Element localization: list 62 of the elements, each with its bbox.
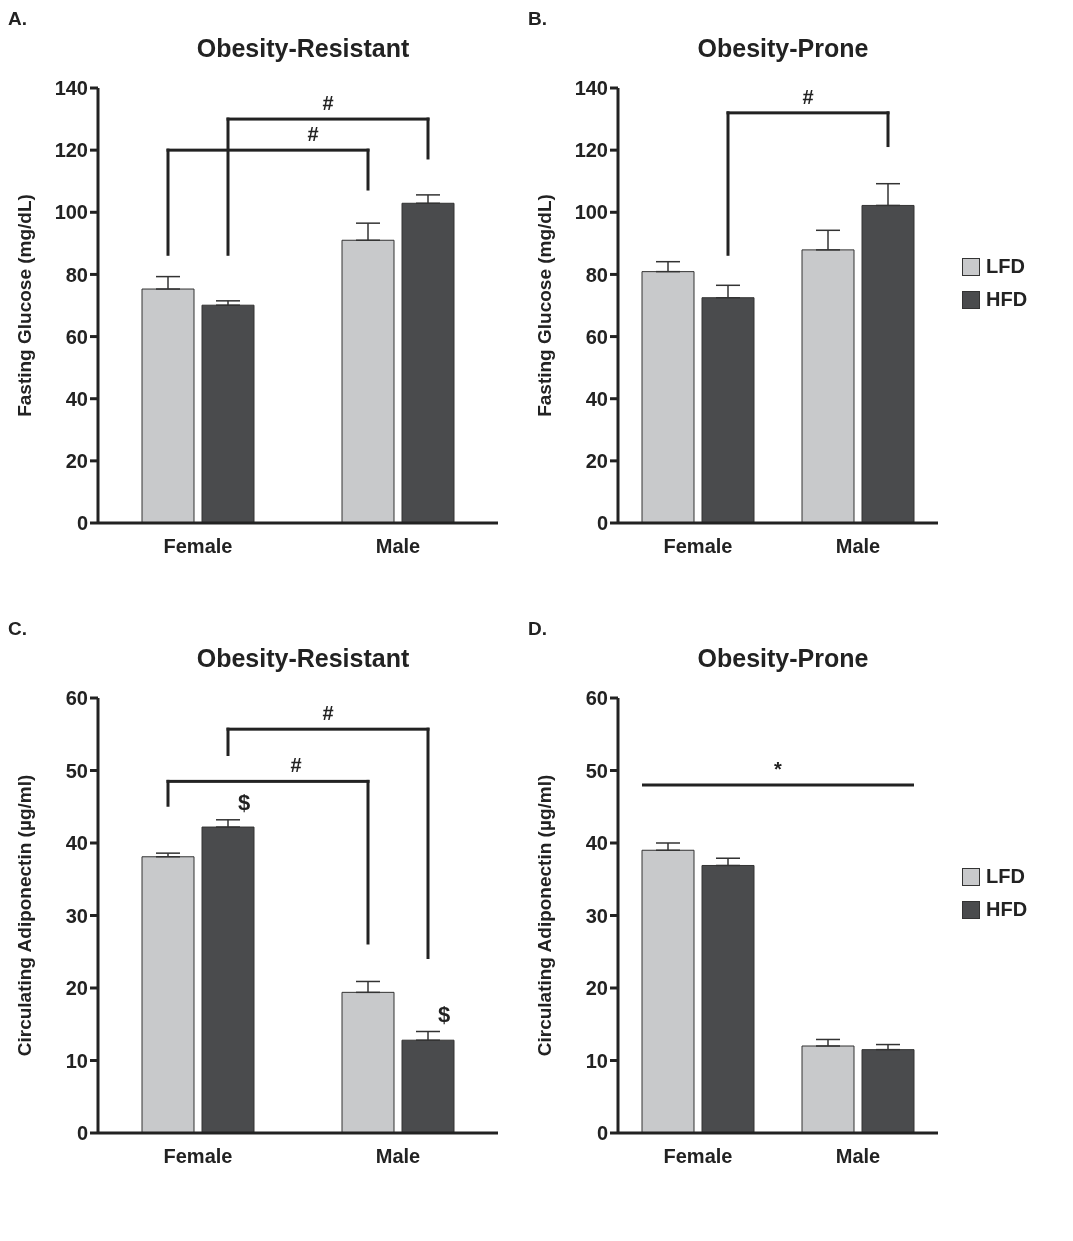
y-tick-label: 10 — [65, 1049, 88, 1072]
chart-title: Obesity-Resistant — [195, 34, 411, 64]
chart-title: Obesity-Prone — [696, 644, 870, 674]
y-tick-label: 40 — [65, 832, 88, 855]
chart-title: Obesity-Prone — [696, 34, 870, 64]
y-tick-label: 50 — [585, 759, 608, 782]
y-tick-label: 30 — [585, 904, 608, 927]
y-tick-label: 100 — [574, 201, 608, 224]
annotation: # — [322, 702, 334, 725]
annotation: # — [322, 92, 334, 115]
annotation: $ — [437, 1001, 451, 1027]
y-tick-label: 0 — [76, 512, 88, 535]
x-tick-label: Female — [163, 535, 233, 558]
y-axis-title: Circulating Adiponectin (µg/ml) — [13, 774, 35, 1057]
y-tick-label: 50 — [65, 759, 88, 782]
x-tick-label: Male — [375, 535, 421, 558]
text: A. — [8, 8, 28, 31]
text: B. — [528, 8, 548, 31]
x-tick-label: Female — [663, 1145, 733, 1168]
text: C. — [8, 618, 28, 641]
y-tick-label: 20 — [585, 977, 608, 1000]
annotation: # — [802, 85, 814, 108]
annotation: $ — [237, 789, 251, 815]
y-tick-label: 60 — [585, 687, 608, 710]
legend-label: HFD — [986, 898, 1028, 921]
y-axis-title: Fasting Glucose (mg/dL) — [13, 194, 35, 417]
y-tick-label: 100 — [54, 201, 88, 224]
y-tick-label: 140 — [574, 77, 608, 100]
y-tick-label: 20 — [65, 977, 88, 1000]
y-tick-label: 20 — [585, 449, 608, 472]
y-tick-label: 40 — [585, 832, 608, 855]
text: D. — [528, 618, 548, 641]
y-tick-label: 40 — [585, 387, 608, 410]
annotation: * — [774, 758, 783, 780]
legend-label: LFD — [986, 865, 1025, 888]
y-axis-title: Circulating Adiponectin (µg/ml) — [533, 774, 555, 1057]
legend-label: LFD — [986, 255, 1025, 278]
annotation: # — [290, 754, 302, 777]
chart-title: Obesity-Resistant — [195, 644, 411, 674]
y-tick-label: 80 — [585, 263, 608, 286]
y-tick-label: 60 — [585, 325, 608, 348]
y-tick-label: 10 — [585, 1049, 608, 1072]
y-tick-label: 20 — [65, 449, 88, 472]
y-tick-label: 0 — [596, 1122, 608, 1145]
annotation: # — [307, 123, 319, 146]
y-tick-label: 30 — [65, 904, 88, 927]
x-tick-label: Female — [163, 1145, 233, 1168]
x-tick-label: Male — [375, 1145, 421, 1168]
y-tick-label: 0 — [596, 512, 608, 535]
y-tick-label: 80 — [65, 263, 88, 286]
x-tick-label: Male — [835, 535, 881, 558]
x-tick-label: Male — [835, 1145, 881, 1168]
x-tick-label: Female — [663, 535, 733, 558]
y-axis-title: Fasting Glucose (mg/dL) — [533, 194, 555, 417]
legend-label: HFD — [986, 288, 1028, 311]
y-tick-label: 120 — [54, 139, 88, 162]
y-tick-label: 60 — [65, 687, 88, 710]
y-tick-label: 40 — [65, 387, 88, 410]
y-tick-label: 0 — [76, 1122, 88, 1145]
y-tick-label: 120 — [574, 139, 608, 162]
y-tick-label: 60 — [65, 325, 88, 348]
y-tick-label: 140 — [54, 77, 88, 100]
